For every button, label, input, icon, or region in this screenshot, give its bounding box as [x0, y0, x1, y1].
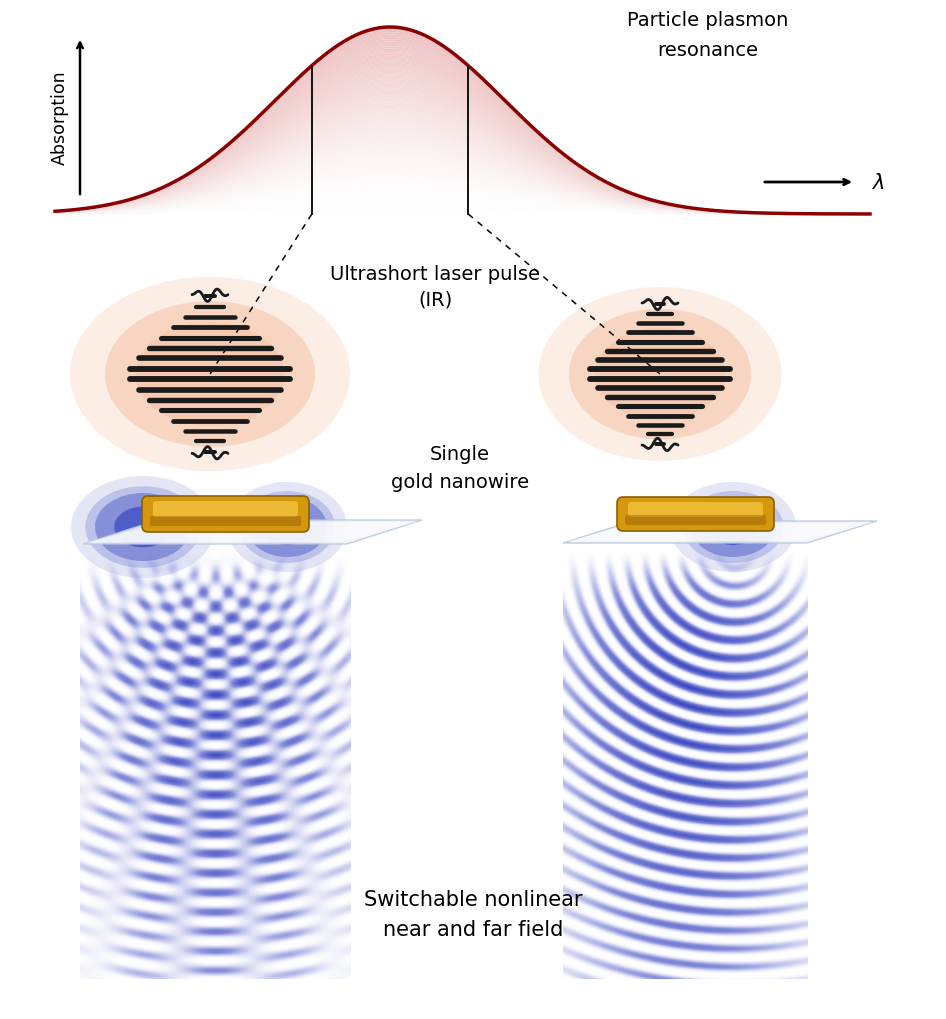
Text: near and far field: near and far field [383, 919, 563, 940]
FancyBboxPatch shape [625, 516, 766, 526]
Ellipse shape [247, 497, 327, 557]
Ellipse shape [239, 491, 335, 564]
FancyBboxPatch shape [142, 496, 309, 533]
FancyBboxPatch shape [153, 501, 298, 518]
Text: resonance: resonance [657, 41, 759, 59]
Ellipse shape [227, 483, 347, 573]
Ellipse shape [95, 493, 191, 561]
Polygon shape [563, 522, 877, 543]
Ellipse shape [263, 510, 311, 545]
Ellipse shape [670, 483, 796, 573]
Ellipse shape [683, 491, 783, 564]
Text: Single: Single [430, 445, 490, 464]
FancyBboxPatch shape [150, 517, 301, 527]
Ellipse shape [569, 310, 751, 440]
Ellipse shape [70, 277, 350, 472]
Ellipse shape [85, 487, 201, 569]
Ellipse shape [114, 507, 172, 548]
Ellipse shape [538, 287, 781, 462]
Polygon shape [83, 521, 422, 544]
Polygon shape [568, 524, 872, 541]
Text: Particle plasmon: Particle plasmon [627, 10, 789, 30]
Text: gold nanowire: gold nanowire [391, 472, 529, 491]
Text: Switchable nonlinear: Switchable nonlinear [364, 890, 582, 909]
Polygon shape [88, 523, 417, 542]
Text: Ultrashort laser pulse: Ultrashort laser pulse [330, 265, 540, 284]
Ellipse shape [595, 328, 725, 421]
Ellipse shape [105, 302, 315, 447]
Ellipse shape [135, 323, 285, 426]
Ellipse shape [708, 510, 758, 545]
Ellipse shape [71, 477, 215, 579]
Text: λ: λ [873, 173, 885, 193]
Ellipse shape [691, 497, 775, 557]
Text: Absorption: Absorption [51, 70, 69, 165]
FancyBboxPatch shape [617, 497, 774, 532]
Text: (IR): (IR) [418, 290, 452, 309]
FancyBboxPatch shape [628, 502, 763, 518]
